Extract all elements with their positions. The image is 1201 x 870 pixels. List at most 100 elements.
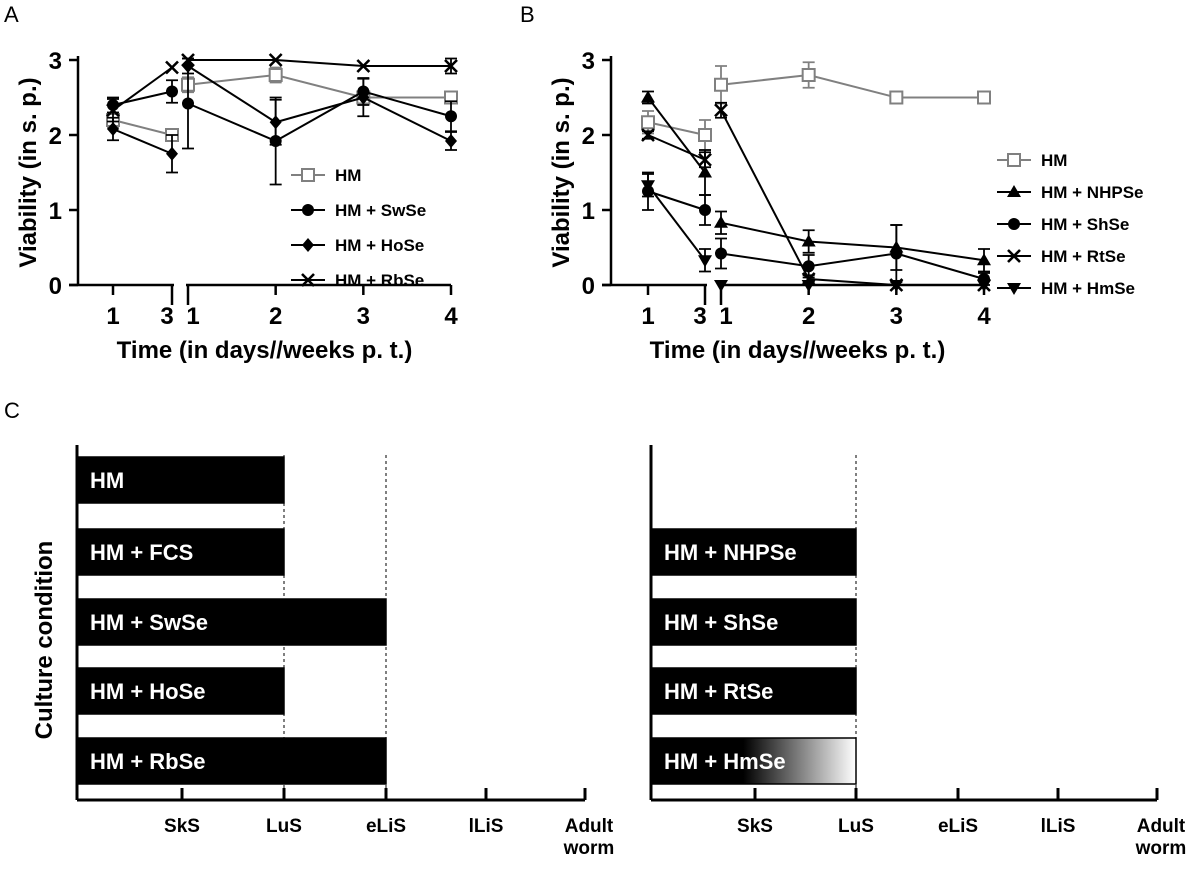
data-point	[715, 247, 727, 260]
bar-hm-hose: HM + HoSe	[76, 455, 285, 800]
series-hm	[641, 61, 991, 151]
data-point	[802, 260, 815, 273]
data-point	[699, 204, 711, 216]
legend-label: HM	[335, 166, 361, 185]
data-point	[356, 59, 371, 73]
bar-label: HM + FCS	[90, 540, 193, 565]
bar	[650, 667, 857, 715]
series-hm-rtse	[641, 101, 991, 292]
stage-label-adult-worm: Adult worm	[563, 816, 615, 859]
data-point	[714, 215, 728, 228]
data-point	[269, 115, 282, 130]
data-point	[107, 122, 119, 136]
series-line	[112, 128, 173, 155]
legend-label: HM + SwSe	[335, 201, 426, 220]
data-point	[268, 53, 283, 67]
y-tick-label: 1	[49, 198, 62, 225]
stage-label-elis: eLiS	[366, 816, 406, 837]
legend-marker	[1007, 185, 1021, 197]
series-line	[187, 65, 452, 142]
stage-label-elis: eLiS	[938, 816, 978, 837]
legend-marker	[301, 168, 315, 182]
legend-marker	[1008, 218, 1020, 230]
bar-label: HM + HoSe	[90, 679, 206, 704]
legend-label: HM + RtSe	[1041, 247, 1126, 266]
bar	[650, 737, 857, 785]
data-point	[166, 85, 178, 98]
series-hm-rbse	[106, 53, 458, 123]
x-tick-label: 3	[160, 303, 173, 330]
data-point	[166, 146, 178, 161]
data-point	[698, 165, 712, 178]
data-point	[889, 280, 904, 292]
data-point	[714, 103, 728, 118]
x-tick-label: 3	[890, 303, 903, 330]
bar-hm-shse: HM + ShSe	[650, 455, 857, 800]
series-line	[188, 59, 451, 67]
x-tick-label: 3	[693, 303, 706, 330]
data-point	[165, 60, 179, 75]
data-point	[890, 247, 903, 260]
bar	[650, 598, 857, 646]
bar-label: HM + HmSe	[664, 749, 786, 774]
legend-label: HM + HmSe	[1041, 279, 1135, 298]
bar	[76, 456, 285, 504]
data-point	[641, 128, 655, 142]
series-line	[187, 73, 451, 99]
x-tick-label: 1	[641, 303, 654, 330]
stage-label-llis: lLiS	[469, 816, 504, 837]
y-tick-label: 2	[49, 123, 62, 150]
y-tick-label: 3	[582, 48, 595, 75]
bar	[76, 737, 387, 785]
data-point	[445, 110, 457, 123]
legend-label: HM + ShSe	[1041, 215, 1129, 234]
y-tick-label: 0	[49, 273, 62, 300]
bar-label: HM + SwSe	[90, 610, 208, 635]
y-axis-title: Viability (in s. p.)	[15, 77, 42, 267]
stage-label-sks: SkS	[164, 816, 200, 837]
data-point	[801, 234, 816, 247]
data-point	[641, 115, 655, 130]
bar-label: HM + RtSe	[664, 679, 773, 704]
legend-label: HM + NHPSe	[1041, 183, 1144, 202]
panel-letter-a: A	[4, 2, 19, 27]
series-line	[720, 221, 985, 262]
series-hm	[106, 66, 458, 142]
chart-c-left: SkS LuS eLiS lLiS Adult worm Culture condition…	[31, 445, 614, 859]
bar-hm-nhpse: HM + NHPSe	[650, 455, 857, 800]
legend-label: HM	[1041, 151, 1067, 170]
data-point	[977, 253, 991, 266]
data-point	[181, 53, 195, 67]
legend-label: HM + HoSe	[335, 236, 424, 255]
y-axis-title: Culture condition	[31, 541, 58, 740]
x-axis-title: Time (in days//weeks p. t.)	[650, 337, 946, 364]
stage-label-lus: LuS	[838, 816, 874, 837]
data-point	[698, 152, 712, 167]
series-line	[647, 134, 706, 161]
chart-c-right: SkS LuS eLiS lLiS Adult worm HM + NHPSe HM + Sh…	[649, 445, 1187, 859]
series-line	[647, 121, 706, 136]
x-tick-label: 2	[269, 303, 282, 330]
data-point	[977, 90, 991, 105]
panel-letter-c: C	[4, 398, 20, 423]
data-point	[714, 280, 728, 292]
legend-marker	[302, 238, 314, 252]
stage-label-lus: LuS	[266, 816, 302, 837]
data-point	[641, 180, 655, 193]
data-point	[268, 68, 283, 82]
bar-label: HM	[90, 468, 124, 493]
bar	[76, 598, 387, 646]
series-line	[720, 73, 984, 99]
x-tick-label: 1	[719, 303, 732, 330]
series-line	[112, 119, 173, 136]
series-line	[647, 184, 706, 261]
x-tick-label: 3	[357, 303, 370, 330]
stage-label-adult-worm: Adult worm	[1135, 816, 1187, 859]
legend-label: HM + RbSe	[335, 271, 424, 290]
series-line	[647, 190, 706, 211]
x-tick-label: 1	[186, 303, 199, 330]
bar-hm-swse: HM + SwSe	[76, 455, 387, 800]
